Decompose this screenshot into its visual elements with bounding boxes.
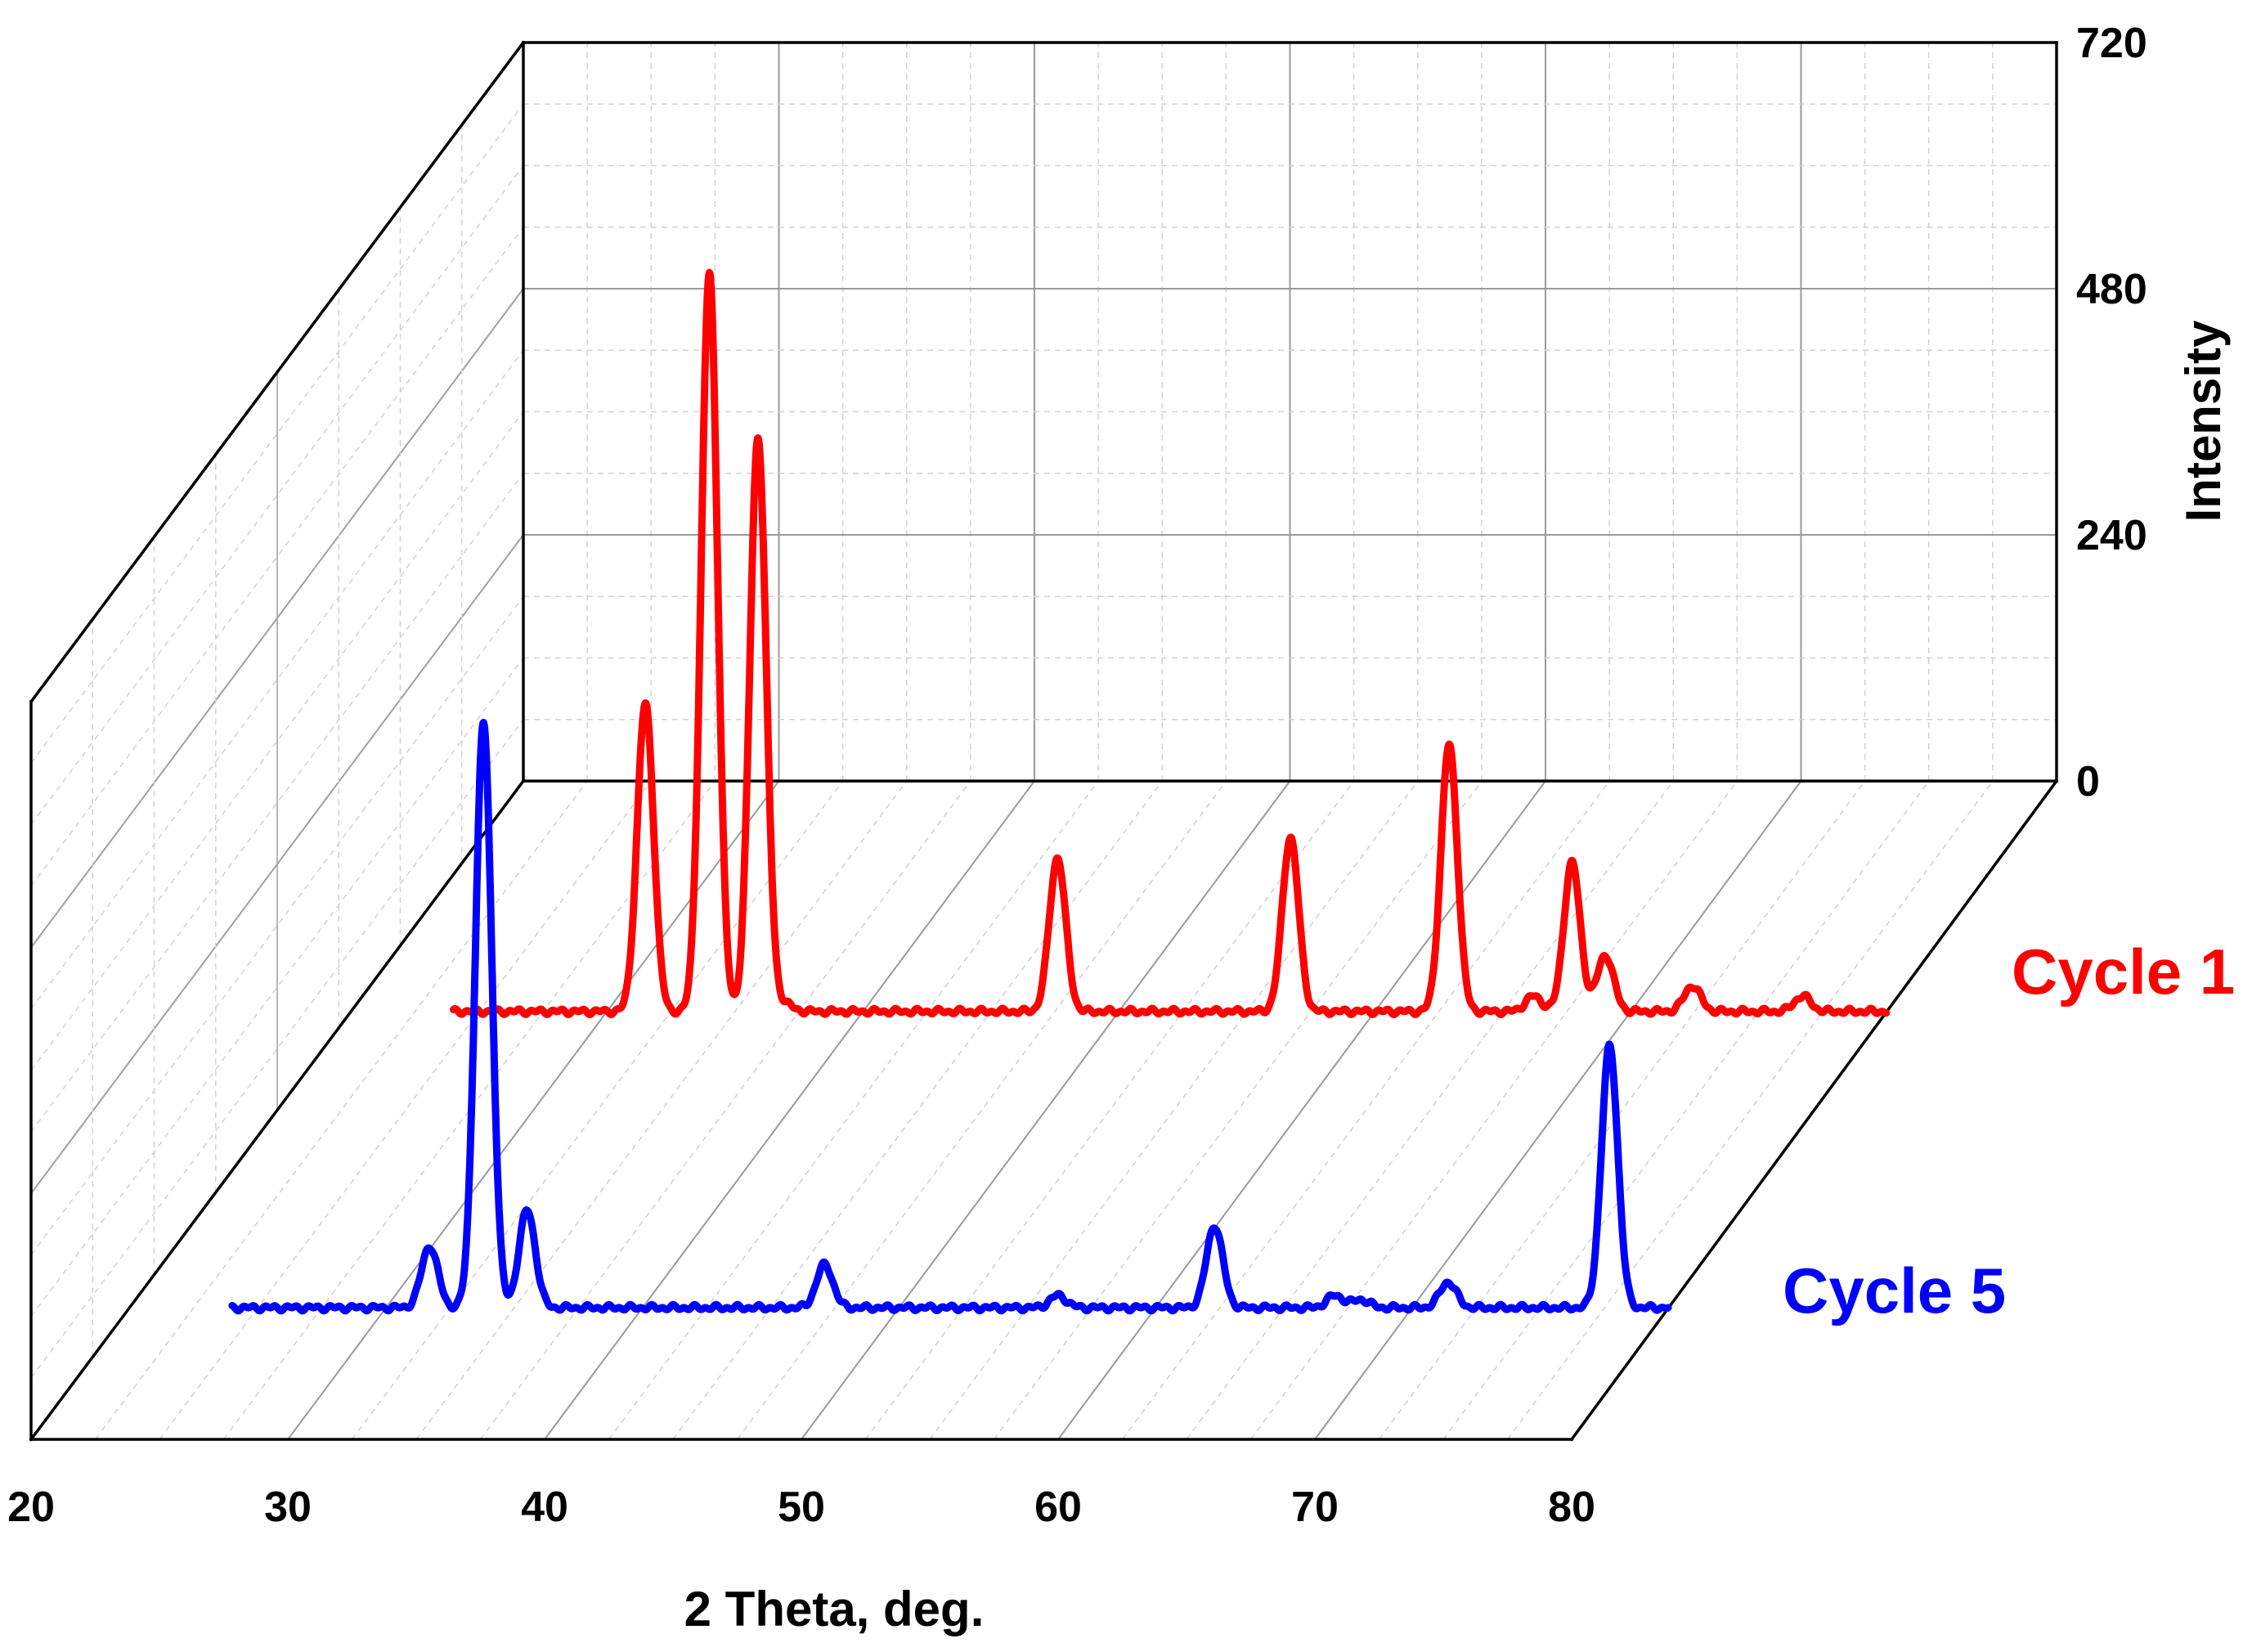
x-tick-label: 40 [521,1484,568,1531]
frame-edge [29,40,526,704]
leftwall-gridline [30,595,524,1255]
floor-minor-gridline [415,780,908,1440]
x-tick-label: 20 [7,1484,55,1531]
frame-edge [1569,779,2059,1442]
chart-frame [29,40,2059,1442]
chart-ticks: 20 30 40 50 60 70 80 0 240 480 720 [7,20,2147,1531]
y-tick-label: 720 [2076,20,2147,67]
leftwall-gridline [30,165,524,825]
floor-minor-gridline [1506,780,1994,1440]
floor-minor-gridline [479,780,971,1440]
floor-minor-gridline [1378,780,1866,1440]
x-axis-label: 2 Theta, deg. [684,1582,985,1636]
floor-minor-gridline [1442,780,1930,1440]
y-axis-label: Intensity [2176,320,2231,522]
leftwall-gridline [30,658,524,1318]
floor-minor-gridline [1249,780,1738,1440]
x-tick-label: 60 [1034,1484,1082,1531]
floor-minor-gridline [351,780,844,1440]
y-tick-label: 480 [2076,266,2147,313]
legend-cycle-1: Cycle 1 [2012,936,2235,1008]
leftwall-gridline [30,349,524,1010]
series-line-cycle-1 [450,268,1891,1018]
floor-minor-gridline [1121,780,1610,1440]
floor-major-gridline [801,780,1291,1440]
series-line-cycle-5 [228,718,1672,1315]
floor-minor-gridline [993,780,1483,1440]
floor-minor-gridline [929,780,1419,1440]
floor-major-gridline [287,780,780,1440]
floor-major-gridline [1314,780,1802,1440]
x-tick-label: 50 [778,1484,825,1531]
frame-edge [29,779,526,1442]
x-tick-label: 80 [1548,1484,1595,1531]
chart-series [228,268,1891,1315]
floor-major-gridline [544,780,1035,1440]
chart-grid [30,42,2057,1440]
x-tick-label: 30 [264,1484,312,1531]
floor-minor-gridline [608,780,1099,1440]
legend-cycle-5: Cycle 5 [1783,1255,2006,1327]
x-tick-label: 70 [1291,1484,1339,1531]
y-tick-label: 240 [2076,512,2147,559]
floor-minor-gridline [159,780,652,1440]
floor-minor-gridline [736,780,1227,1440]
floor-minor-gridline [672,780,1163,1440]
floor-minor-gridline [94,780,588,1440]
leftwall-gridline [30,719,524,1379]
leftwall-gridline [30,227,524,887]
leftwall-gridline [30,411,524,1071]
floor-minor-gridline [1186,780,1674,1440]
floor-major-gridline [1057,780,1546,1440]
floor-minor-gridline [864,780,1355,1440]
y-tick-label: 0 [2076,758,2100,806]
leftwall-gridline [30,103,524,764]
leftwall-gridline [30,473,524,1133]
